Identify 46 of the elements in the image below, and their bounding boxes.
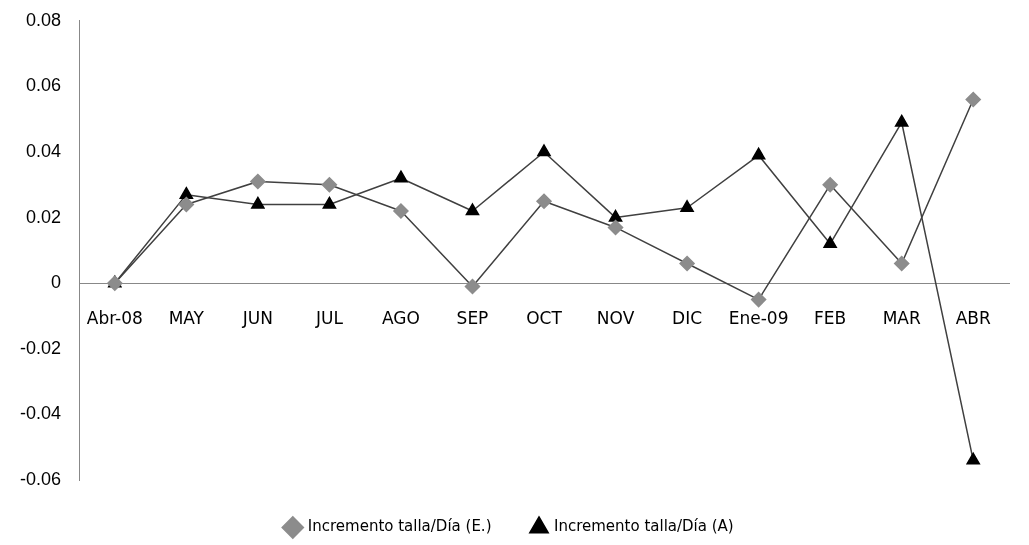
point [823,236,837,249]
x-tick-label: OCT [526,307,563,328]
y-tick-label: 0.04 [25,140,62,161]
point [680,200,694,213]
point [750,291,767,308]
x-tick-label: Abr-08 [86,307,143,328]
point [178,196,195,213]
y-tick-label: 0 [51,272,62,293]
y-tick-label: -0.02 [20,337,62,358]
y-tick-label: 0.02 [25,206,62,227]
point [251,196,265,209]
x-tick-label: FEB [814,307,847,328]
point [393,203,409,219]
y-tick-label: -0.06 [20,468,62,489]
x-tick-label: Ene-09 [728,307,789,328]
point [179,186,194,199]
x-tick-label: JUN [241,307,273,328]
point [464,278,481,295]
point [822,177,838,193]
x-tick-label: AGO [382,307,420,328]
point [607,219,624,236]
y-tick-label: -0.04 [20,403,62,424]
y-tick-label: 0.08 [25,9,62,30]
legend-label: Incremento talla/Día (E.) [307,517,492,536]
point [679,255,695,272]
point [322,196,337,209]
x-tick-label: ABR [955,307,991,328]
point [893,255,910,272]
legend-label: Incremento talla/Día (A) [553,517,734,536]
point [608,209,623,222]
x-tick-label: SEP [456,307,489,328]
point [250,173,266,190]
x-tick-label: MAR [882,307,921,328]
x-tick-label: MAY [168,307,205,328]
point [751,147,766,160]
point [465,203,480,216]
x-tick-label: DIC [672,307,703,328]
point [894,114,909,127]
y-tick-label: 0.06 [25,75,62,96]
point [321,177,338,193]
point [537,144,551,157]
point [536,193,552,209]
point [965,91,981,108]
point [394,170,408,183]
x-tick-label: JUL [314,307,344,328]
x-tick-label: NOV [596,307,635,328]
